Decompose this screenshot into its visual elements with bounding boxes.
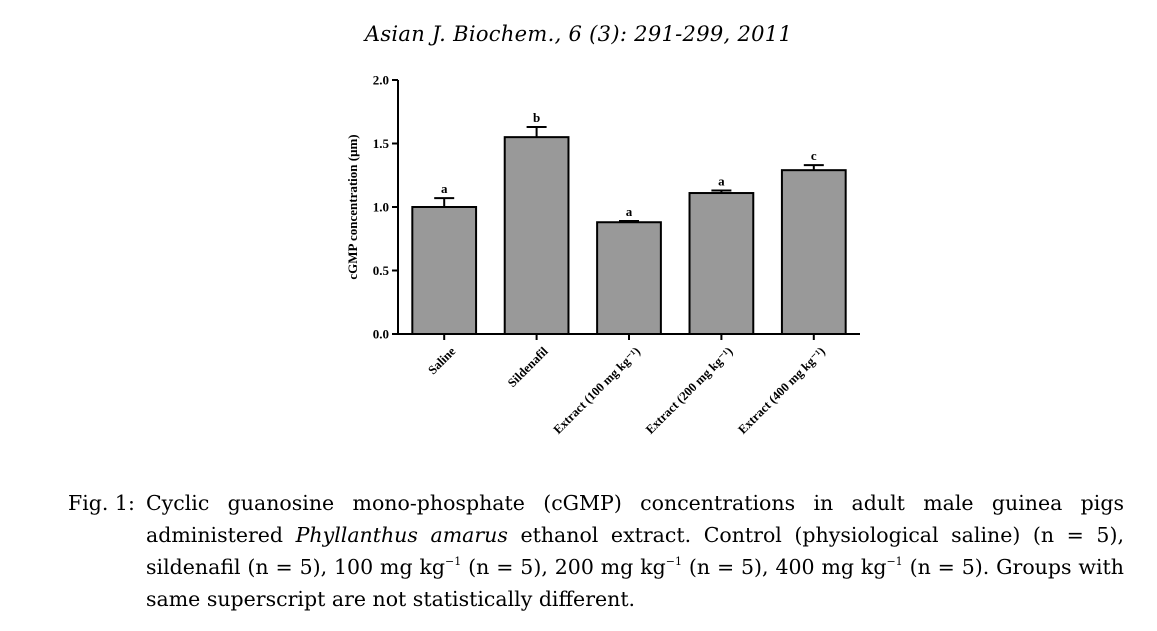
x-tick-label: Extract (400 mg kg⁻¹)	[735, 344, 828, 437]
y-tick-label: 1.5	[373, 136, 390, 151]
x-tick-label: Saline	[425, 344, 458, 377]
caption-label: Fig. 1:	[68, 491, 135, 515]
caption-text-1: Cyclic guanosine mono-phosphate (cGMP) c…	[146, 491, 1124, 547]
bar	[503, 136, 570, 335]
significance-letter: a	[718, 173, 725, 188]
significance-letter: a	[441, 181, 448, 196]
figure-caption: Fig. 1: Cyclic guanosine mono-phosphate …	[68, 487, 1124, 615]
caption-text-3: (n = 5), 200 mg kg	[468, 555, 666, 579]
y-tick-label: 0.0	[373, 327, 389, 342]
caption-sup-2: −1	[665, 555, 682, 569]
caption-body: Cyclic guanosine mono-phosphate (cGMP) c…	[146, 487, 1124, 615]
bar	[411, 206, 478, 335]
bar-chart: a b a a c Saline Sildenafil Extract (100 mg kg…	[345, 73, 860, 437]
x-tick-label: Extract (200 mg kg⁻¹)	[643, 344, 736, 437]
caption-text-4: (n = 5), 400 mg kg	[688, 555, 887, 579]
caption-text-5: (n = 5). Groups with same superscript ar…	[146, 555, 1124, 611]
y-axis-label: cGMP concentration (μm)	[345, 134, 360, 279]
bar	[688, 192, 755, 335]
caption-sup-3: −1	[886, 555, 903, 569]
bars: a b a a c	[411, 110, 847, 336]
significance-letter: a	[626, 204, 633, 219]
y-tick-label: 2.0	[373, 73, 389, 88]
significance-letter: c	[811, 148, 817, 163]
significance-letter: b	[533, 110, 540, 125]
journal-citation: Asian J. Biochem., 6 (3): 291-299, 2011	[364, 22, 793, 46]
x-tick-label: Sildenafil	[505, 344, 551, 390]
x-tick-label: Extract (100 mg kg⁻¹)	[551, 344, 644, 437]
caption-species: Phyllanthus amarus	[295, 523, 508, 547]
bar	[596, 221, 662, 336]
y-tick-label: 0.5	[373, 263, 390, 278]
caption-text-2: ethanol extract. Control (physiological …	[146, 523, 1124, 579]
bar	[780, 169, 847, 335]
caption-sup-1: −1	[445, 555, 462, 569]
y-tick-label: 1.0	[373, 200, 389, 215]
